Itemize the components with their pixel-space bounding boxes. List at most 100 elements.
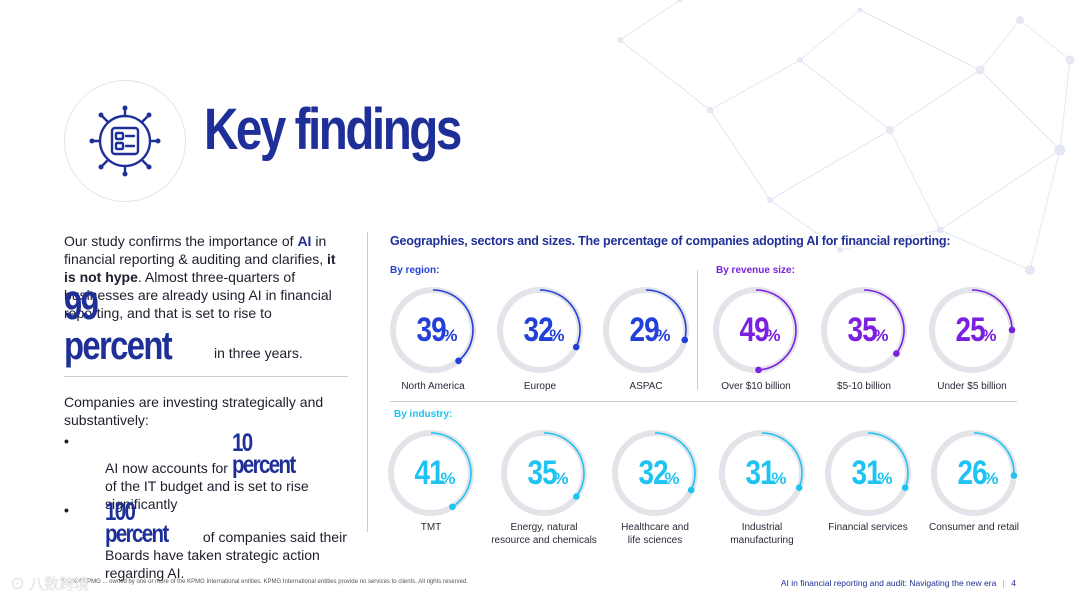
- big-stat-suffix: in three years.: [214, 345, 303, 361]
- donut-arc: [715, 289, 797, 371]
- donut-ring: [612, 430, 698, 516]
- watermark-logo: ⊙ 八数跨境: [10, 576, 90, 593]
- donut-label: Over $10 billion: [721, 381, 791, 392]
- donut-healthcare-and-life-sciences: 32%: [609, 427, 701, 519]
- donut-number: 31: [850, 454, 881, 492]
- donut-percent-sign: %: [553, 468, 568, 488]
- bullet-1-pre: AI now accounts for: [105, 460, 232, 476]
- donut-end-dot: [893, 350, 900, 357]
- donut-aspac: 29%: [600, 284, 692, 376]
- bullet-dot: •: [64, 433, 69, 449]
- donut-number: 41: [413, 454, 444, 492]
- intro-text-1: Our study confirms the importance of: [64, 233, 298, 249]
- donut-label: Healthcare and life sciences: [621, 522, 689, 546]
- donut-ring: [388, 430, 474, 516]
- footer-copyright: © 2024 KPMG ... owned by one or more of …: [62, 579, 468, 585]
- donut-number: 49: [738, 311, 769, 349]
- donut-number: 39: [415, 311, 446, 349]
- donut-percent-sign: %: [664, 468, 679, 488]
- group-label-industry: By industry:: [394, 409, 453, 420]
- donut-number: 25: [954, 311, 985, 349]
- donut-percent-sign: %: [440, 468, 455, 488]
- donut-energy-natural-resource-and-chemicals: 35%: [498, 427, 590, 519]
- donut-end-dot: [681, 336, 689, 344]
- bullet-boards: • 100 percent of companies said their Bo…: [64, 500, 354, 582]
- donut-label: $5-10 billion: [837, 381, 891, 392]
- donut-percent-sign: %: [873, 325, 888, 345]
- big-stat-99-percent: 99 percent: [64, 284, 173, 368]
- donut-ring: [719, 430, 805, 516]
- donut-label: ASPAC: [629, 381, 663, 392]
- donut-end-dot: [1010, 472, 1018, 479]
- big-stat-row: 99 percent in three years.: [64, 286, 348, 366]
- donut-label: TMT: [420, 522, 442, 533]
- donut-percent-sign: %: [771, 468, 786, 488]
- donut-arc: [823, 289, 905, 371]
- donut-number: 31: [744, 454, 775, 492]
- donut-over-10-billion: 49%: [710, 284, 802, 376]
- donut-number: 26: [956, 454, 987, 492]
- donut-arc: [605, 289, 687, 371]
- industry-divider: [390, 401, 1017, 402]
- donut-end-dot: [795, 484, 803, 492]
- intro-paragraph: Our study confirms the importance of AI …: [64, 232, 348, 366]
- donut-arc: [503, 432, 585, 514]
- donut-value: 31%: [822, 427, 914, 519]
- donut-europe: 32%: [494, 284, 586, 376]
- donut-end-dot: [573, 493, 580, 500]
- donut-industrial-manufacturing: 31%: [716, 427, 808, 519]
- donut-number: 35: [846, 311, 877, 349]
- donut-end-dot: [572, 343, 580, 351]
- donut-tmt: 41%: [385, 427, 477, 519]
- donut-arc: [499, 289, 581, 371]
- donut--5-10-billion: 35%: [818, 284, 910, 376]
- donut-end-dot: [455, 357, 462, 365]
- donut-label: Industrial manufacturing: [730, 522, 794, 546]
- donut-under-5-billion: 25%: [926, 284, 1018, 376]
- donut-value: 25%: [926, 284, 1018, 376]
- donut-label: Consumer and retail: [928, 522, 1020, 533]
- donut-value: 31%: [716, 427, 808, 519]
- footer-title-text: AI in financial reporting and audit: Nav…: [780, 578, 997, 588]
- intro-text-2: in financial reporting & auditing and cl…: [64, 233, 328, 267]
- donut-value: 39%: [387, 284, 479, 376]
- donut-value: 41%: [385, 427, 477, 519]
- donut-number: 32: [522, 311, 553, 349]
- donut-end-dot: [755, 366, 762, 374]
- left-divider: [64, 376, 348, 377]
- donut-ring: [390, 287, 476, 373]
- intro-text-3: . Almost three-quarters of businesses ar…: [64, 269, 332, 321]
- donut-value: 35%: [498, 427, 590, 519]
- donut-value: 35%: [818, 284, 910, 376]
- donut-financial-services: 31%: [822, 427, 914, 519]
- donut-arc: [614, 432, 696, 514]
- investing-lead: Companies are investing strategically an…: [64, 394, 324, 428]
- donut-consumer-and-retail: 26%: [928, 427, 1020, 519]
- donut-ring: [713, 287, 799, 374]
- group-label-region: By region:: [390, 265, 440, 276]
- donut-ring: [497, 287, 583, 373]
- bullet-it-budget: • AI now accounts for 10 percent of the …: [64, 431, 354, 513]
- donut-ring: [821, 287, 907, 373]
- donut-percent-sign: %: [983, 468, 998, 488]
- intro-hype-bold: it is not hype: [64, 251, 336, 285]
- donut-percent-sign: %: [549, 325, 564, 345]
- donut-end-dot: [901, 484, 909, 492]
- donut-value: 32%: [494, 284, 586, 376]
- donut-arc: [721, 432, 803, 514]
- page-title: Key findings: [204, 97, 462, 162]
- donut-label: Under $5 billion: [937, 381, 1007, 392]
- donut-percent-sign: %: [655, 325, 670, 345]
- donut-end-dot: [687, 486, 695, 494]
- donut-end-dot: [449, 503, 456, 511]
- donut-ring: [825, 430, 911, 516]
- donut-label: Energy, natural resource and chemicals: [491, 522, 597, 546]
- bullet-dot: •: [64, 502, 69, 518]
- donut-ring: [929, 287, 1016, 373]
- donut-ring: [603, 287, 689, 373]
- group-label-revenue: By revenue size:: [716, 265, 795, 276]
- donut-percent-sign: %: [877, 468, 892, 488]
- donut-number: 32: [637, 454, 668, 492]
- footer-doc-title: AI in financial reporting and audit: Nav…: [780, 578, 1016, 588]
- donut-value: 26%: [928, 427, 1020, 519]
